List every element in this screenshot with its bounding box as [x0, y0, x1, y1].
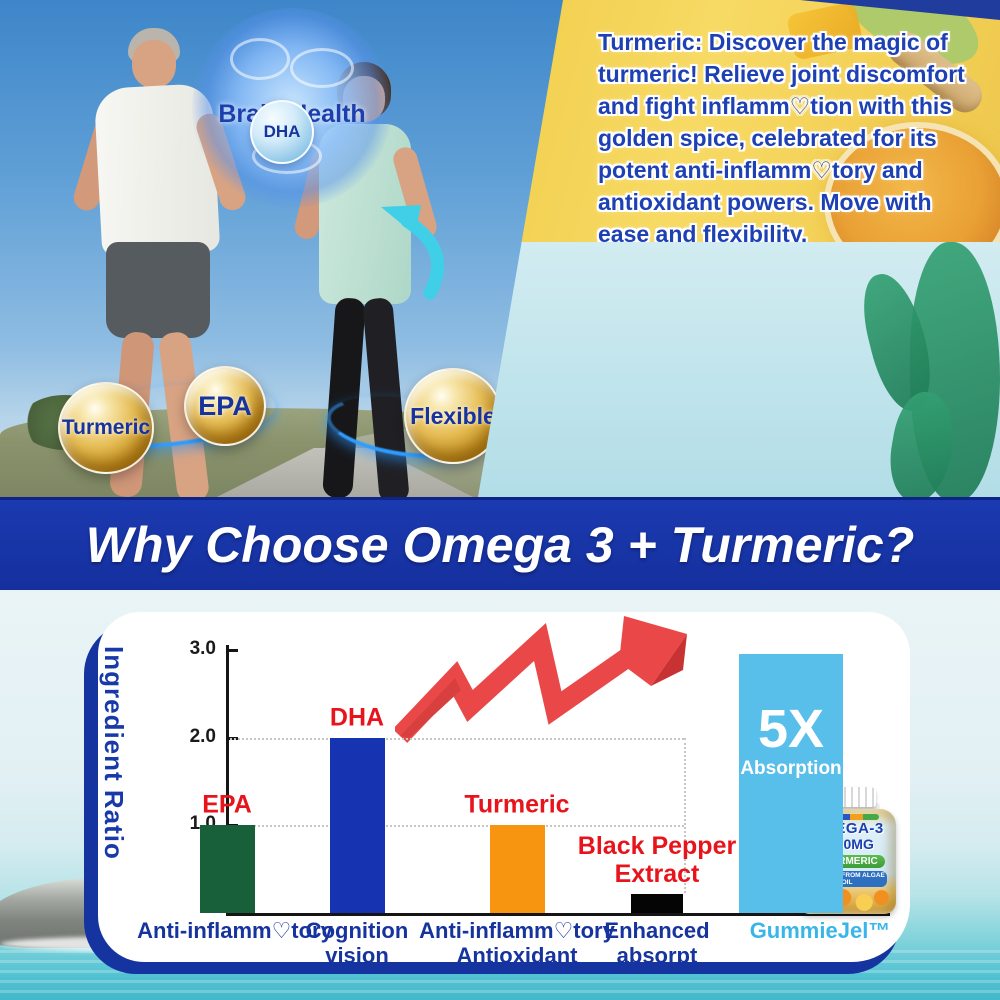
- bar-dha: [329, 738, 385, 913]
- bar-turmeric: [489, 825, 545, 913]
- man-shorts: [106, 242, 210, 338]
- y-tick-mark: [227, 648, 238, 652]
- category-label: GummieJel™: [749, 918, 891, 943]
- page-title: Why Choose Omega 3 + Turmeric?: [85, 517, 915, 573]
- y-axis: [226, 645, 229, 916]
- epa-sphere-badge: EPA: [184, 366, 266, 446]
- man-face: [132, 40, 176, 88]
- y-axis-label: Ingredient Ratio: [99, 646, 129, 860]
- title-banner: Why Choose Omega 3 + Turmeric?: [0, 497, 1000, 590]
- brain-fold-decor: [290, 48, 354, 88]
- bar-label: Turmeric: [464, 790, 570, 819]
- bar-label: DHA: [329, 703, 385, 732]
- bar-black-pepper: [631, 894, 683, 913]
- category-label: Anti-inflamm♡tory Antioxidant: [419, 918, 615, 968]
- turmeric-info-panel: Turmeric: Discover the magic of turmeric…: [478, 0, 1000, 278]
- x-axis: [226, 913, 890, 916]
- category-label: Anti-inflamm♡tory: [137, 918, 333, 943]
- category-label: Enhanced absorpt: [604, 918, 710, 968]
- omega-info-panel: Omega-3 (DHA:EPA = 2:1): Elevate your he…: [478, 242, 1000, 497]
- bar-epa: [199, 825, 255, 913]
- y-tick-label: 2.0: [189, 725, 216, 747]
- gridline: [230, 737, 684, 740]
- vertical-gridline: [684, 738, 686, 893]
- turmeric-paragraph: Turmeric: Discover the magic of turmeric…: [598, 29, 965, 247]
- bar-label: EPA: [202, 790, 252, 819]
- bar-label: Black Pepper Extract: [577, 832, 737, 888]
- turmeric-sphere-badge: Turmeric: [58, 382, 154, 474]
- category-label: Cognition vision: [305, 918, 409, 968]
- dha-badge-label: DHA: [263, 122, 301, 141]
- epa-badge-label: EPA: [198, 390, 252, 421]
- bar-inside-value: 5X: [757, 699, 825, 759]
- gridline: [230, 825, 684, 828]
- turmeric-badge-label: Turmeric: [61, 416, 151, 439]
- info-panel: Turmeric: Discover the magic of turmeric…: [478, 0, 1000, 497]
- curved-arrow-icon: [381, 205, 445, 300]
- trend-arrow-icon: [395, 616, 687, 743]
- hero-section: Brain Health DHA Turmeric EPA Flexible: [0, 0, 1000, 497]
- bottle-brand-decor: [815, 814, 879, 820]
- flexible-sphere-badge: Flexible: [404, 368, 502, 464]
- dha-bubble: DHA: [250, 100, 314, 164]
- bar-gummiejel: [739, 654, 843, 913]
- bottle-cap-ring: [814, 803, 880, 811]
- flexible-badge-label: Flexible: [410, 402, 496, 429]
- bar-inside-label: Absorption: [740, 758, 842, 779]
- y-tick-label: 3.0: [189, 637, 216, 659]
- male-jogger: [70, 20, 260, 497]
- brain-fold-decor: [230, 38, 290, 80]
